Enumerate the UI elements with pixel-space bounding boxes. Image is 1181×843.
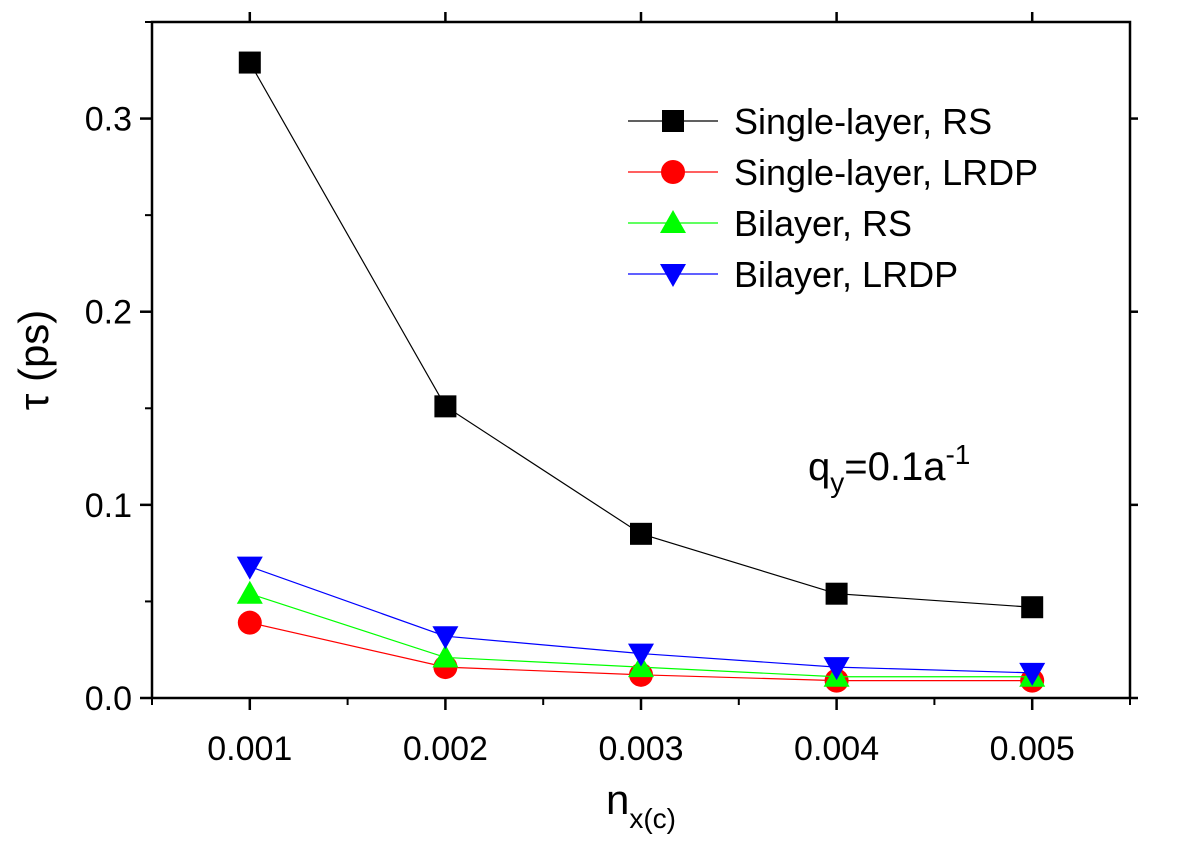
legend-marker — [662, 110, 684, 132]
y-tick-label: 0.2 — [85, 294, 132, 332]
data-point — [432, 644, 459, 668]
x-axis-title-main: n — [606, 776, 629, 823]
legend-entry: Bilayer, RS — [628, 203, 912, 244]
legend-entry: Single-layer, RS — [628, 101, 992, 142]
data-point — [823, 657, 850, 681]
y-axis-title-unit: (ps) — [10, 310, 57, 394]
annotation-qy: qy=0.1a-1 — [808, 439, 970, 498]
data-point — [1021, 596, 1044, 619]
series-layer — [236, 51, 1046, 693]
x-tick-label: 0.004 — [794, 730, 879, 768]
y-tick-label: 0.1 — [85, 487, 132, 525]
annotation-sup: -1 — [945, 439, 970, 470]
x-tick-label: 0.005 — [990, 730, 1075, 768]
annotation-base: q — [808, 445, 830, 489]
data-point — [236, 556, 263, 580]
data-point — [434, 395, 457, 418]
annotation-mid: =0.1a — [844, 445, 946, 489]
y-axis-ticks: 0.0 0.1 0.2 0.3 — [85, 21, 1138, 718]
data-point — [236, 580, 263, 604]
legend: Single-layer, RS Single-layer, LRDP Bilaye… — [628, 101, 1038, 295]
y-axis-title-symbol: τ — [10, 393, 57, 410]
x-axis-title: nx(c) — [606, 776, 676, 834]
series-2 — [236, 580, 1046, 687]
annotation-sub: y — [830, 467, 844, 498]
data-point — [238, 51, 261, 74]
legend-entry: Bilayer, LRDP — [628, 254, 958, 295]
data-point — [825, 582, 848, 605]
data-point — [628, 643, 654, 667]
series-0 — [238, 51, 1044, 619]
legend-marker — [660, 264, 686, 287]
x-tick-label: 0.003 — [598, 730, 683, 768]
legend-marker — [661, 160, 685, 184]
legend-entry: Single-layer, LRDP — [628, 152, 1038, 193]
legend-label: Bilayer, LRDP — [734, 254, 958, 295]
data-point — [432, 626, 459, 650]
y-axis-title: τ (ps) — [10, 310, 57, 411]
y-tick-label: 0.0 — [85, 680, 132, 718]
series-3 — [236, 556, 1046, 686]
x-axis-title-sub: x(c) — [629, 803, 676, 834]
data-point — [630, 522, 652, 545]
x-tick-label: 0.002 — [403, 730, 488, 768]
x-axis-ticks: 0.001 0.002 0.003 0.004 0.005 — [151, 12, 1131, 768]
x-tick-label: 0.001 — [207, 730, 292, 768]
legend-label: Bilayer, RS — [734, 203, 912, 244]
data-point — [237, 610, 262, 635]
data-point — [1019, 662, 1046, 686]
legend-marker — [660, 210, 686, 233]
legend-label: Single-layer, RS — [734, 101, 992, 142]
legend-label: Single-layer, LRDP — [734, 152, 1038, 193]
y-tick-label: 0.3 — [85, 101, 132, 139]
